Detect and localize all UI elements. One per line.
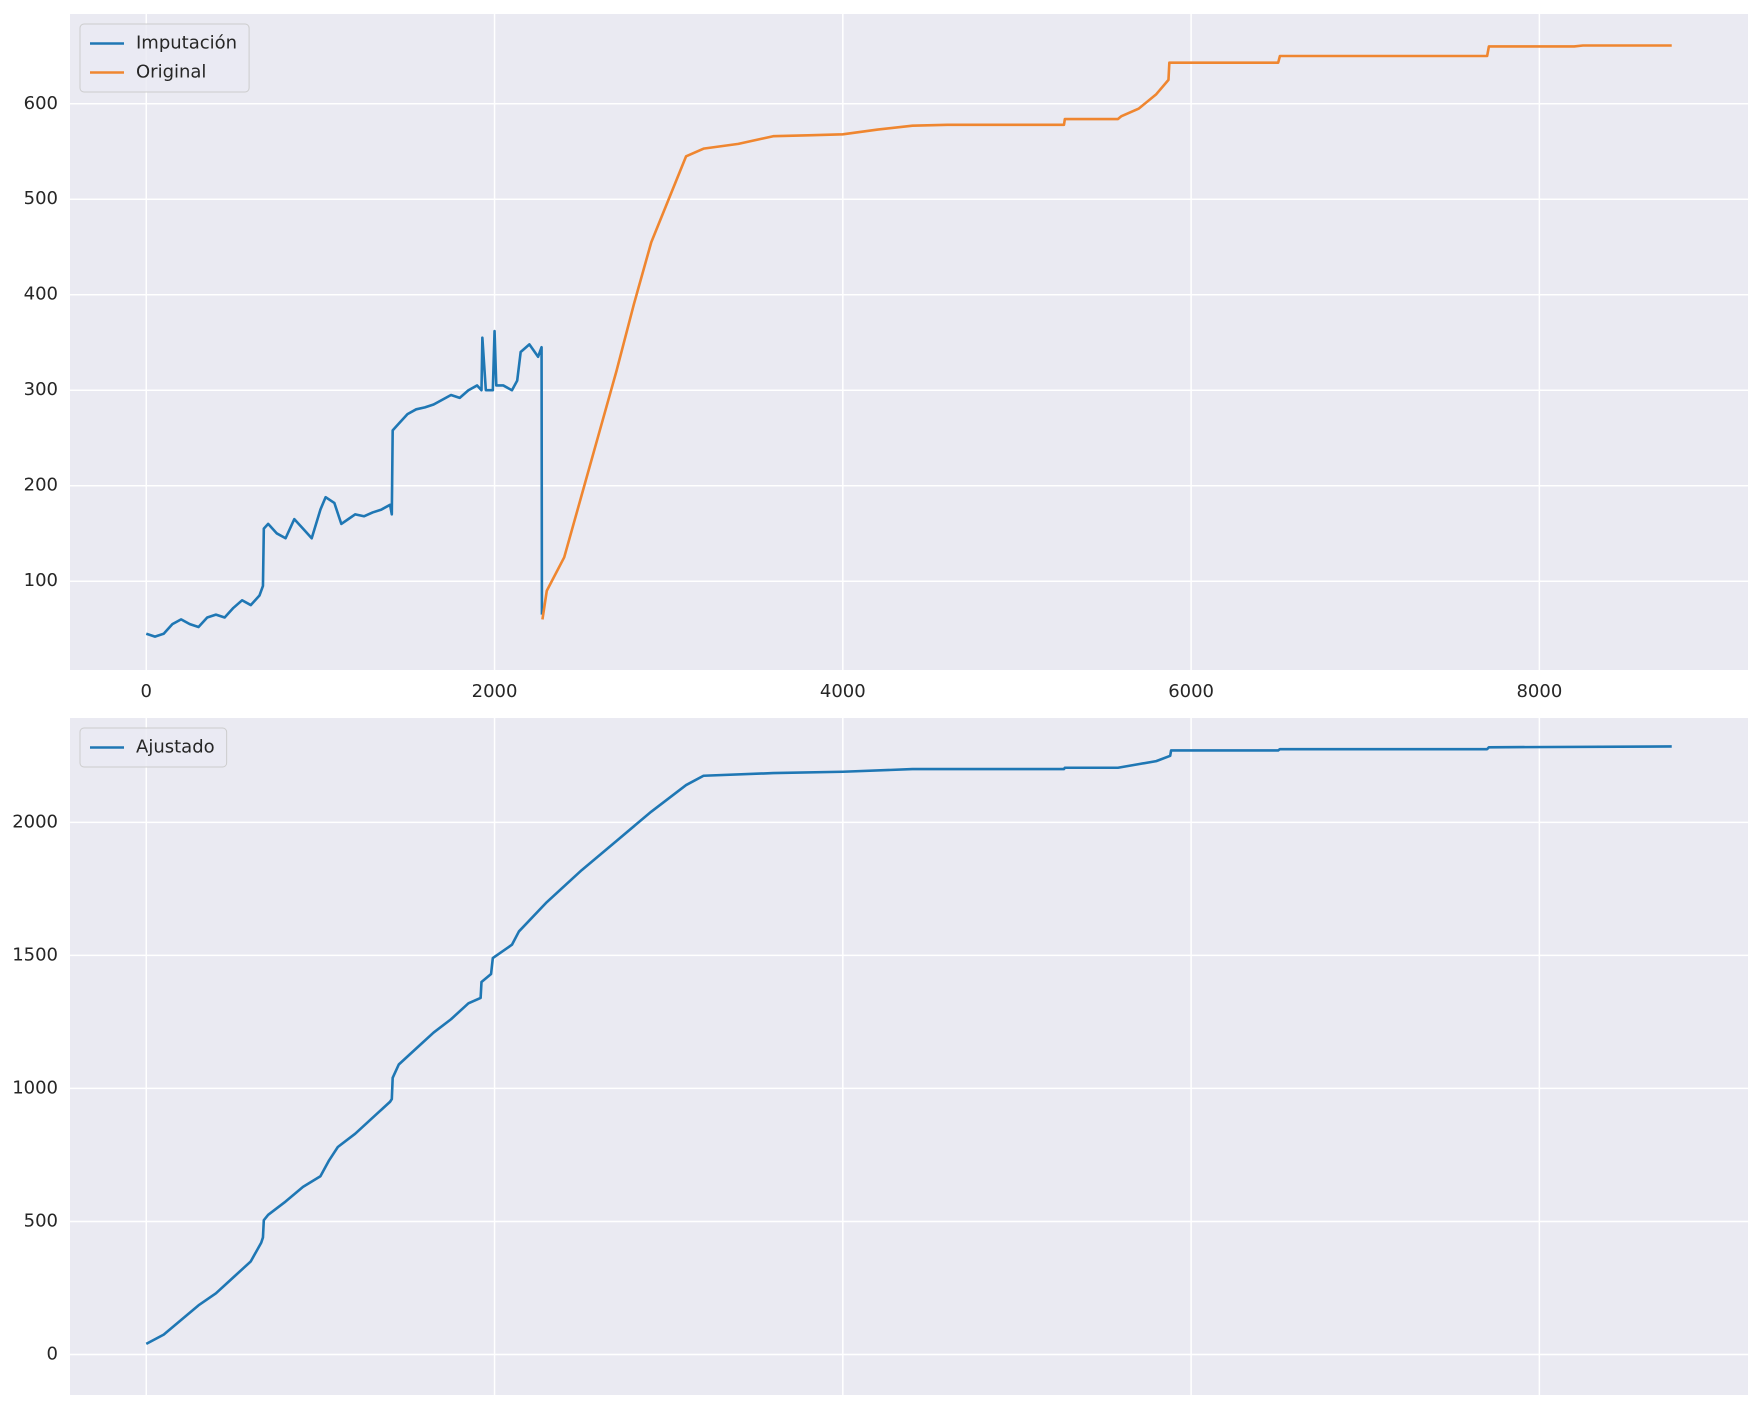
y-tick-label: 300 xyxy=(24,379,58,400)
y-tick-label: 500 xyxy=(24,188,58,209)
legend-label: Ajustado xyxy=(136,737,215,758)
y-tick-label: 200 xyxy=(24,475,58,496)
x-tick-label: 4000 xyxy=(820,681,866,702)
x-tick-label: 8000 xyxy=(1516,681,1562,702)
y-tick-label: 500 xyxy=(24,1210,58,1231)
y-tick-label: 1000 xyxy=(12,1077,58,1098)
y-tick-label: 0 xyxy=(47,1344,58,1365)
y-tick-label: 2000 xyxy=(12,811,58,832)
y-tick-label: 1500 xyxy=(12,944,58,965)
y-tick-label: 400 xyxy=(24,284,58,305)
legend-label: Imputación xyxy=(136,33,237,54)
series-line xyxy=(541,44,1672,620)
y-tick-label: 100 xyxy=(24,570,58,591)
legend-label: Original xyxy=(136,62,206,83)
plot-area xyxy=(70,718,1748,1395)
legend-box xyxy=(79,727,228,768)
y-tick-label: 600 xyxy=(24,93,58,114)
plot-area xyxy=(70,14,1748,670)
x-tick-label: 0 xyxy=(141,681,152,702)
legend: Imputación Original xyxy=(79,23,250,93)
series-line xyxy=(145,745,1672,1346)
x-tick-label: 2000 xyxy=(472,681,518,702)
x-tick-label: 6000 xyxy=(1168,681,1214,702)
series-line xyxy=(145,329,544,638)
legend-box xyxy=(79,23,250,93)
legend: Ajustado xyxy=(79,727,228,768)
